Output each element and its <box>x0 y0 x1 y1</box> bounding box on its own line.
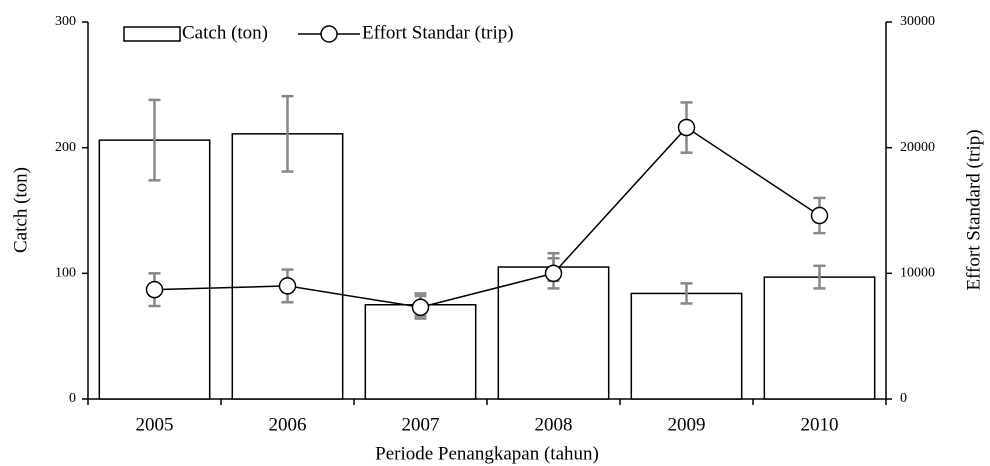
x-tick-label: 2007 <box>402 414 440 435</box>
y2-tick-label: 0 <box>900 391 907 406</box>
x-tick-label: 2005 <box>136 414 174 435</box>
error-bar <box>281 94 294 173</box>
error-bar <box>813 264 826 290</box>
y-tick-label: 200 <box>55 140 76 155</box>
bar <box>231 133 344 400</box>
line-marker <box>278 277 297 295</box>
x-tick-label: 2009 <box>668 414 706 435</box>
x-tick-label: 2006 <box>269 414 307 435</box>
x-tick-label: 2008 <box>535 414 573 435</box>
y-tick-label: 100 <box>55 266 76 281</box>
x-tick-label: 2010 <box>801 414 839 435</box>
legend-label: Catch (ton) <box>182 22 268 43</box>
bar <box>630 292 743 400</box>
y-axis-title: Catch (ton) <box>10 167 31 253</box>
error-bar <box>680 282 693 305</box>
line-marker <box>145 280 164 299</box>
line-marker <box>810 206 829 225</box>
line <box>154 126 820 309</box>
line-marker <box>411 298 430 317</box>
y2-tick-label: 30000 <box>900 14 935 29</box>
y2-tick-label: 20000 <box>900 140 935 155</box>
legend-swatch <box>320 25 338 43</box>
legend-label: Effort Standar (trip) <box>362 22 514 43</box>
y-tick-label: 300 <box>55 14 76 29</box>
x-axis-title: Periode Penangkapan (tahun) <box>375 443 599 464</box>
line-marker <box>544 264 563 283</box>
legend-swatch <box>123 26 181 42</box>
y2-axis-title: Effort Standard (trip) <box>963 129 984 290</box>
error-bar <box>148 98 161 182</box>
bar <box>763 276 876 400</box>
line-marker <box>677 118 696 137</box>
y-tick-label: 0 <box>69 391 76 406</box>
y2-tick-label: 10000 <box>900 266 935 281</box>
